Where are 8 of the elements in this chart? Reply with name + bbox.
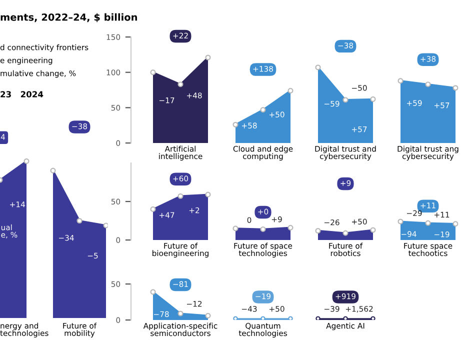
text: 23 2024	[0, 91, 44, 98]
point	[316, 316, 320, 320]
point	[233, 316, 238, 320]
text: ments, 2022–24, $ billion	[0, 13, 137, 22]
point	[260, 316, 266, 320]
point	[370, 316, 376, 320]
point	[288, 316, 293, 320]
point	[343, 316, 348, 320]
